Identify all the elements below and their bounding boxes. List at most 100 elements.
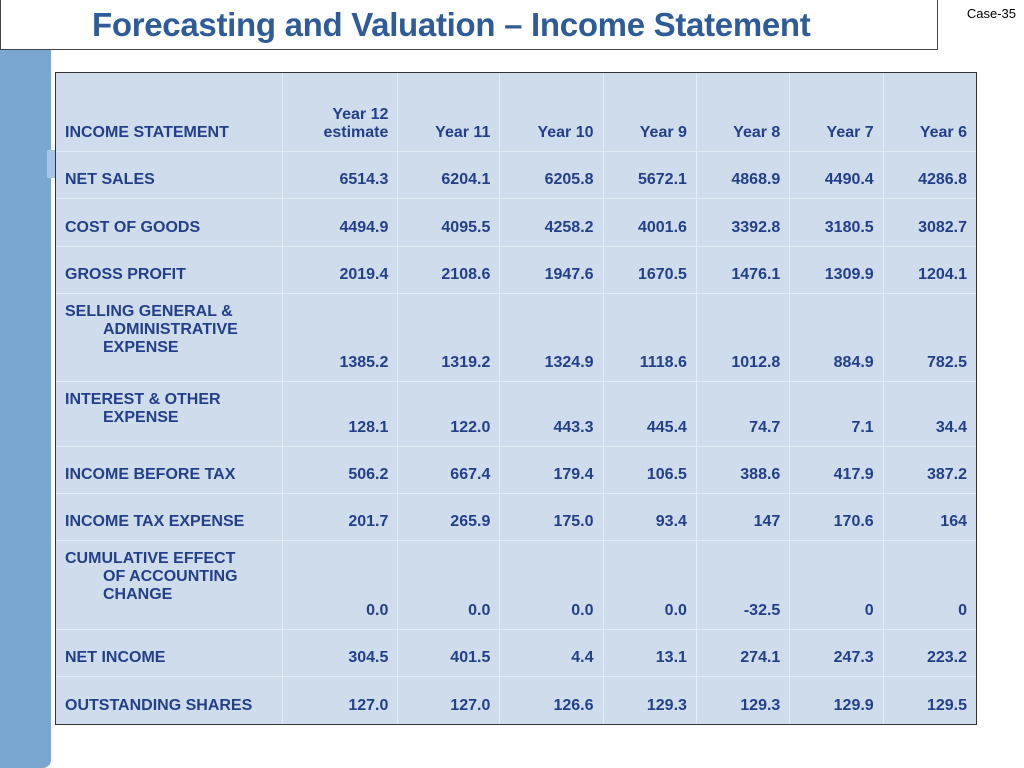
row-label: NET SALES xyxy=(56,151,283,200)
table-cell: 388.6 xyxy=(696,445,791,495)
table-cell: 129.3 xyxy=(603,676,697,724)
table-cell: 506.2 xyxy=(282,445,399,495)
header-year-12: Year 12 estimate xyxy=(282,73,399,152)
table-cell: 445.4 xyxy=(603,381,697,447)
row-label: INCOME TAX EXPENSE xyxy=(56,493,283,542)
table-cell: 2019.4 xyxy=(282,245,399,294)
table-cell: 265.9 xyxy=(397,493,501,542)
table-cell: 1319.2 xyxy=(397,293,501,383)
table-row: NET INCOME 304.5 401.5 4.4 13.1 274.1 247.3 223… xyxy=(56,628,976,678)
table-cell: 3392.8 xyxy=(696,198,791,247)
table-cell: 127.0 xyxy=(397,676,501,724)
table-cell: 164 xyxy=(883,493,976,542)
row-label: COST OF GOODS xyxy=(56,198,283,247)
table-cell: 1670.5 xyxy=(603,245,697,294)
table-cell: 4868.9 xyxy=(696,151,791,200)
table-cell: 127.0 xyxy=(282,676,399,724)
table-cell: 1385.2 xyxy=(282,293,399,383)
table-cell: 1204.1 xyxy=(883,245,976,294)
table-row: NET SALES 6514.3 6204.1 6205.8 5672.1 4868.9 4… xyxy=(56,151,976,200)
table-cell: 34.4 xyxy=(883,381,976,447)
table-cell: 223.2 xyxy=(883,628,976,678)
table-cell: 6205.8 xyxy=(499,151,604,200)
table-cell: 128.1 xyxy=(282,381,399,447)
table-cell: 0.0 xyxy=(282,540,399,630)
table-cell: 74.7 xyxy=(696,381,791,447)
table-cell: -32.5 xyxy=(696,540,791,630)
case-label: Case-35 xyxy=(966,6,1016,21)
table-cell: 3082.7 xyxy=(883,198,976,247)
table-cell: 247.3 xyxy=(789,628,884,678)
table-cell: 7.1 xyxy=(789,381,884,447)
table-cell: 4494.9 xyxy=(282,198,399,247)
income-statement-table: INCOME STATEMENT Year 12 estimate Year 1… xyxy=(56,73,976,724)
table-cell: 6514.3 xyxy=(282,151,399,200)
table-cell: 417.9 xyxy=(789,445,884,495)
table-cell: 93.4 xyxy=(603,493,697,542)
table-cell: 782.5 xyxy=(883,293,976,383)
table-cell: 387.2 xyxy=(883,445,976,495)
header-year-8: Year 8 xyxy=(696,73,791,152)
table-cell: 0 xyxy=(883,540,976,630)
row-label-line2: EXPENSE xyxy=(103,409,179,427)
table-row: COST OF GOODS 4494.9 4095.5 4258.2 4001.6 339… xyxy=(56,198,976,247)
table-cell: 126.6 xyxy=(499,676,604,724)
header-year-10: Year 10 xyxy=(499,73,604,152)
header-year-9: Year 9 xyxy=(603,73,697,152)
table-cell: 129.5 xyxy=(926,697,967,714)
row-label-line1: INTEREST & OTHER xyxy=(65,391,221,409)
table-cell: 4286.8 xyxy=(883,151,976,200)
header-row: INCOME STATEMENT Year 12 estimate Year 1… xyxy=(56,73,976,152)
table-cell: 443.3 xyxy=(499,381,604,447)
row-label: INCOME BEFORE TAX xyxy=(56,446,283,495)
table-cell: 1947.6 xyxy=(499,245,604,294)
table-cell: 304.5 xyxy=(282,628,399,678)
header-year-6: Year 6 xyxy=(883,73,976,152)
income-statement-table-wrap: INCOME STATEMENT Year 12 estimate Year 1… xyxy=(55,72,977,725)
table-cell: 884.9 xyxy=(789,293,884,383)
row-label: INTEREST & OTHER EXPENSE xyxy=(56,381,283,447)
table-cell: 170.6 xyxy=(789,493,884,542)
table-cell: 0.0 xyxy=(397,540,501,630)
table-cell: 667.4 xyxy=(397,445,501,495)
row-label: NET INCOME xyxy=(56,629,283,678)
table-cell: 401.5 xyxy=(397,628,501,678)
table-cell: 0.0 xyxy=(603,540,697,630)
table-row: INTEREST & OTHER EXPENSE 128.1 122.0 443.3 44… xyxy=(56,381,976,447)
row-label: GROSS PROFIT xyxy=(56,246,283,294)
table-cell: 0.0 xyxy=(499,540,604,630)
table-cell: 1118.6 xyxy=(603,293,697,383)
table-cell: 147 xyxy=(696,493,791,542)
table-cell: 1309.9 xyxy=(789,245,884,294)
table-row: INCOME BEFORE TAX 506.2 667.4 179.4 106.5 388… xyxy=(56,445,976,495)
side-bar xyxy=(0,50,51,768)
table-cell: 13.1 xyxy=(603,628,697,678)
table-cell: 129.9 xyxy=(789,676,884,724)
header-label: INCOME STATEMENT xyxy=(56,73,283,152)
table-row: INCOME TAX EXPENSE 201.7 265.9 175.0 93.4 147… xyxy=(56,493,976,542)
header-year-11: Year 11 xyxy=(397,73,501,152)
side-notch xyxy=(47,150,55,178)
table-cell: 179.4 xyxy=(499,445,604,495)
table-cell: 5672.1 xyxy=(603,151,697,200)
table-cell: 0 xyxy=(789,540,884,630)
row-label: SELLING GENERAL & ADMINISTRATIVE EXPENSE xyxy=(56,293,283,383)
title-box: Forecasting and Valuation – Income State… xyxy=(0,0,938,50)
table-row: GROSS PROFIT 2019.4 2108.6 1947.6 1670.5 1476… xyxy=(56,245,976,294)
table-cell: 175.0 xyxy=(499,493,604,542)
table-cell: 4.4 xyxy=(499,628,604,678)
table-cell: 2108.6 xyxy=(397,245,501,294)
table-cell: 6204.1 xyxy=(397,151,501,200)
table-cell: 122.0 xyxy=(397,381,501,447)
row-label-line2: ADMINISTRATIVE EXPENSE xyxy=(103,320,238,356)
table-cell: 1476.1 xyxy=(696,245,791,294)
table-row: OUTSTANDING SHARES 127.0 127.0 126.6 129.3 12… xyxy=(56,676,976,724)
row-label-line1: SELLING GENERAL & xyxy=(65,302,233,320)
header-year-7: Year 7 xyxy=(789,73,884,152)
table-cell: 106.5 xyxy=(603,445,697,495)
table-cell: 4490.4 xyxy=(789,151,884,200)
table-row: CUMULATIVE EFFECT OF ACCOUNTING CHANGE 0.0… xyxy=(56,540,976,630)
row-label-line2: OF ACCOUNTING CHANGE xyxy=(103,568,238,604)
table-cell: 4095.5 xyxy=(397,198,501,247)
table-cell: 129.3 xyxy=(696,676,791,724)
